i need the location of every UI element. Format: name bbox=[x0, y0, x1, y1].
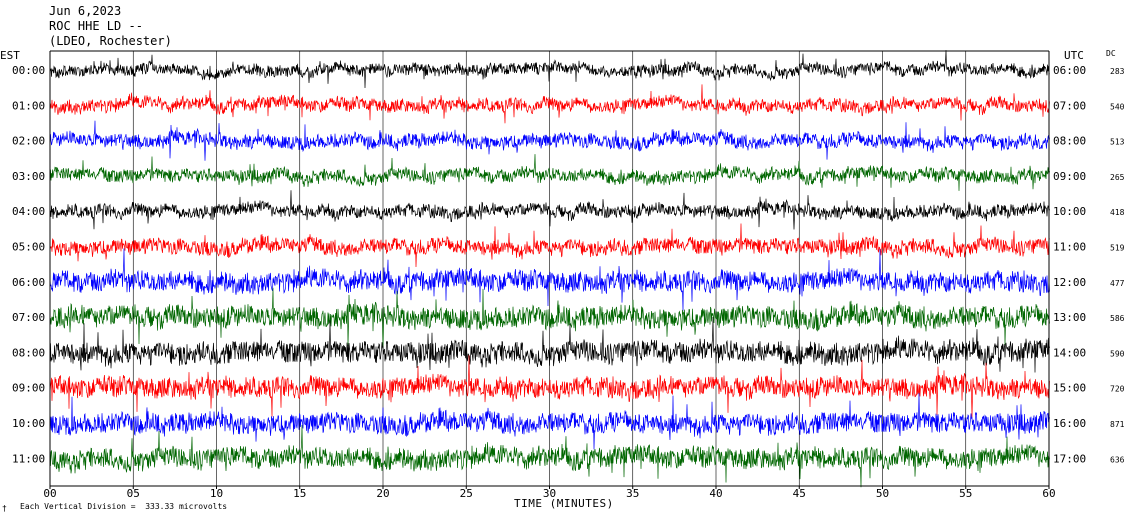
x-axis-title: TIME (MINUTES) bbox=[514, 497, 614, 510]
trace-row-06:00 bbox=[49, 248, 1050, 311]
est-label-11:00: 11:00 bbox=[12, 452, 45, 465]
est-label-10:00: 10:00 bbox=[12, 417, 45, 430]
dc-label-283: 283 bbox=[1110, 67, 1125, 76]
dc-label-586: 586 bbox=[1110, 314, 1125, 323]
x-tick-label-50: 50 bbox=[876, 487, 889, 500]
trace-row-10:00 bbox=[49, 392, 1050, 450]
seismogram-traces bbox=[49, 50, 1050, 488]
utc-label-10:00: 10:00 bbox=[1053, 205, 1086, 218]
utc-label-13:00: 13:00 bbox=[1053, 311, 1086, 324]
utc-label-07:00: 07:00 bbox=[1053, 99, 1086, 112]
trace-row-03:00 bbox=[49, 154, 1050, 191]
dc-label-519: 519 bbox=[1110, 244, 1125, 253]
header-station: ROC HHE LD -- bbox=[49, 19, 143, 33]
footer-corner-mark: † bbox=[2, 504, 7, 513]
dc-label-513: 513 bbox=[1110, 138, 1125, 147]
est-label-05:00: 05:00 bbox=[12, 241, 45, 254]
x-tick-label-25: 25 bbox=[460, 487, 473, 500]
utc-hour-labels: 06:00 07:00 08:00 09:00 10:00 11:00 12:00 13:00… bbox=[1053, 64, 1086, 465]
x-tick-label-10: 10 bbox=[210, 487, 223, 500]
utc-label-15:00: 15:00 bbox=[1053, 382, 1086, 395]
dc-offset-labels: 283 540 513 265 418 519 477 586 590 720 871 636 bbox=[1110, 67, 1125, 464]
trace-row-11:00 bbox=[49, 424, 1050, 488]
est-label-07:00: 07:00 bbox=[12, 311, 45, 324]
utc-label-11:00: 11:00 bbox=[1053, 241, 1086, 254]
x-tick-label-05: 05 bbox=[127, 487, 140, 500]
x-axis-ticks: 00 05 10 15 20 25 30 35 40 45 50 55 60 bbox=[43, 486, 1056, 500]
dc-label-590: 590 bbox=[1110, 349, 1125, 358]
utc-label-08:00: 08:00 bbox=[1053, 135, 1086, 148]
utc-label-16:00: 16:00 bbox=[1053, 417, 1086, 430]
x-tick-label-55: 55 bbox=[959, 487, 972, 500]
x-tick-label-00: 00 bbox=[43, 487, 56, 500]
x-tick-label-20: 20 bbox=[376, 487, 389, 500]
dc-label-540: 540 bbox=[1110, 102, 1125, 111]
est-hour-labels: 00:00 01:00 02:00 03:00 04:00 05:00 06:00 07:00… bbox=[12, 64, 45, 465]
utc-label-06:00: 06:00 bbox=[1053, 64, 1086, 77]
header-date: Jun 6,2023 bbox=[49, 4, 122, 18]
dc-label-720: 720 bbox=[1110, 385, 1125, 394]
est-label-01:00: 01:00 bbox=[12, 99, 45, 112]
plot-grid bbox=[132, 51, 967, 486]
dc-label-636: 636 bbox=[1110, 455, 1125, 464]
dc-label-477: 477 bbox=[1110, 279, 1125, 288]
dc-header-label: DC bbox=[1106, 49, 1116, 58]
trace-row-08:00 bbox=[49, 316, 1050, 373]
est-label-03:00: 03:00 bbox=[12, 170, 45, 183]
right-timezone-label: UTC bbox=[1064, 49, 1084, 62]
est-label-02:00: 02:00 bbox=[12, 135, 45, 148]
scale-note: Each Vertical Division = 333.33 microvol… bbox=[20, 502, 228, 511]
est-label-06:00: 06:00 bbox=[12, 276, 45, 289]
x-tick-label-60: 60 bbox=[1042, 487, 1055, 500]
utc-label-17:00: 17:00 bbox=[1053, 452, 1086, 465]
x-tick-label-35: 35 bbox=[626, 487, 639, 500]
dc-label-265: 265 bbox=[1110, 173, 1125, 182]
trace-row-00:00 bbox=[49, 50, 1050, 89]
x-tick-label-40: 40 bbox=[709, 487, 722, 500]
dc-label-871: 871 bbox=[1110, 420, 1125, 429]
est-label-08:00: 08:00 bbox=[12, 346, 45, 359]
utc-label-14:00: 14:00 bbox=[1053, 346, 1086, 359]
x-tick-label-30: 30 bbox=[543, 487, 556, 500]
dc-label-418: 418 bbox=[1110, 208, 1125, 217]
est-label-00:00: 00:00 bbox=[12, 64, 45, 77]
header-network: (LDEO, Rochester) bbox=[49, 34, 172, 48]
trace-row-09:00 bbox=[49, 355, 1050, 418]
est-label-04:00: 04:00 bbox=[12, 205, 45, 218]
trace-row-07:00 bbox=[49, 287, 1050, 349]
trace-row-05:00 bbox=[49, 223, 1050, 268]
utc-label-12:00: 12:00 bbox=[1053, 276, 1086, 289]
x-tick-label-15: 15 bbox=[293, 487, 306, 500]
est-label-09:00: 09:00 bbox=[12, 382, 45, 395]
x-tick-label-45: 45 bbox=[793, 487, 806, 500]
trace-row-04:00 bbox=[49, 190, 1050, 230]
left-timezone-label: EST bbox=[0, 49, 20, 62]
trace-row-01:00 bbox=[49, 84, 1050, 124]
trace-row-02:00 bbox=[49, 120, 1050, 161]
utc-label-09:00: 09:00 bbox=[1053, 170, 1086, 183]
